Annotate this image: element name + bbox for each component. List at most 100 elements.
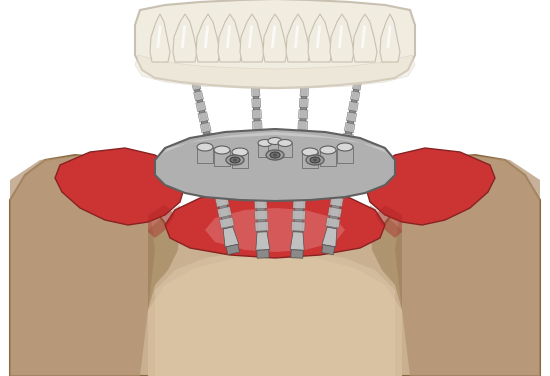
Polygon shape (322, 245, 335, 255)
Polygon shape (194, 91, 204, 101)
Polygon shape (365, 148, 495, 225)
Ellipse shape (197, 143, 213, 151)
Polygon shape (370, 205, 402, 310)
Polygon shape (286, 14, 310, 62)
Ellipse shape (230, 157, 240, 163)
Ellipse shape (266, 150, 284, 160)
Polygon shape (226, 244, 239, 255)
Polygon shape (211, 175, 224, 186)
Polygon shape (299, 109, 308, 119)
Polygon shape (205, 143, 216, 154)
Polygon shape (320, 150, 336, 166)
Polygon shape (330, 14, 354, 62)
Polygon shape (240, 14, 264, 62)
Polygon shape (294, 75, 307, 232)
Polygon shape (148, 205, 175, 238)
Polygon shape (252, 75, 267, 232)
Ellipse shape (320, 146, 336, 154)
Polygon shape (255, 221, 268, 231)
Polygon shape (340, 144, 352, 154)
Polygon shape (301, 76, 309, 85)
Polygon shape (290, 232, 304, 250)
Polygon shape (191, 80, 201, 90)
Polygon shape (328, 207, 342, 217)
Ellipse shape (313, 159, 317, 162)
Ellipse shape (233, 159, 237, 162)
Ellipse shape (278, 139, 292, 147)
Polygon shape (334, 175, 347, 186)
Polygon shape (296, 143, 307, 153)
Polygon shape (299, 99, 308, 108)
Polygon shape (148, 205, 180, 310)
Polygon shape (252, 99, 261, 108)
Polygon shape (253, 155, 265, 164)
Polygon shape (256, 232, 270, 250)
Polygon shape (214, 150, 230, 166)
Polygon shape (192, 79, 233, 229)
Ellipse shape (214, 146, 230, 154)
Polygon shape (292, 221, 305, 231)
Polygon shape (375, 205, 402, 238)
Polygon shape (232, 152, 248, 168)
Polygon shape (197, 147, 213, 163)
Polygon shape (338, 154, 350, 164)
Polygon shape (217, 206, 232, 218)
Polygon shape (328, 80, 360, 229)
Polygon shape (202, 133, 214, 144)
Polygon shape (395, 155, 540, 376)
Polygon shape (295, 165, 306, 175)
Ellipse shape (302, 148, 318, 156)
Polygon shape (196, 101, 206, 112)
Ellipse shape (337, 143, 353, 151)
Polygon shape (344, 123, 355, 133)
Polygon shape (257, 250, 269, 258)
Polygon shape (251, 76, 259, 85)
Polygon shape (353, 14, 377, 62)
Polygon shape (380, 14, 400, 62)
Polygon shape (213, 185, 227, 197)
Polygon shape (337, 147, 353, 163)
Polygon shape (252, 121, 262, 130)
Polygon shape (254, 165, 265, 175)
Polygon shape (255, 211, 268, 220)
Polygon shape (200, 122, 211, 133)
Polygon shape (296, 155, 307, 164)
Polygon shape (223, 227, 239, 247)
Polygon shape (300, 87, 309, 97)
Polygon shape (298, 121, 307, 130)
Polygon shape (253, 143, 263, 153)
Polygon shape (294, 188, 306, 197)
Polygon shape (173, 14, 197, 62)
Polygon shape (135, 0, 415, 88)
Polygon shape (302, 152, 318, 168)
Polygon shape (326, 217, 340, 228)
Polygon shape (148, 255, 402, 376)
Polygon shape (330, 196, 344, 207)
Polygon shape (268, 141, 282, 155)
Polygon shape (218, 14, 242, 62)
Polygon shape (165, 189, 385, 258)
Polygon shape (293, 199, 306, 209)
Polygon shape (322, 227, 337, 247)
Ellipse shape (310, 157, 320, 163)
Ellipse shape (270, 152, 280, 158)
Polygon shape (251, 87, 260, 97)
Polygon shape (294, 177, 306, 186)
Polygon shape (135, 55, 415, 89)
Polygon shape (278, 143, 292, 157)
Polygon shape (252, 132, 263, 141)
Polygon shape (336, 165, 349, 175)
Polygon shape (297, 132, 307, 141)
Polygon shape (258, 143, 272, 157)
Polygon shape (350, 91, 360, 101)
Ellipse shape (258, 139, 272, 147)
Polygon shape (205, 208, 345, 252)
Polygon shape (346, 112, 356, 122)
Polygon shape (353, 80, 361, 90)
Ellipse shape (268, 138, 282, 144)
Polygon shape (219, 217, 234, 228)
Polygon shape (155, 250, 395, 376)
Ellipse shape (232, 148, 248, 156)
Polygon shape (150, 14, 170, 62)
Ellipse shape (273, 153, 277, 156)
